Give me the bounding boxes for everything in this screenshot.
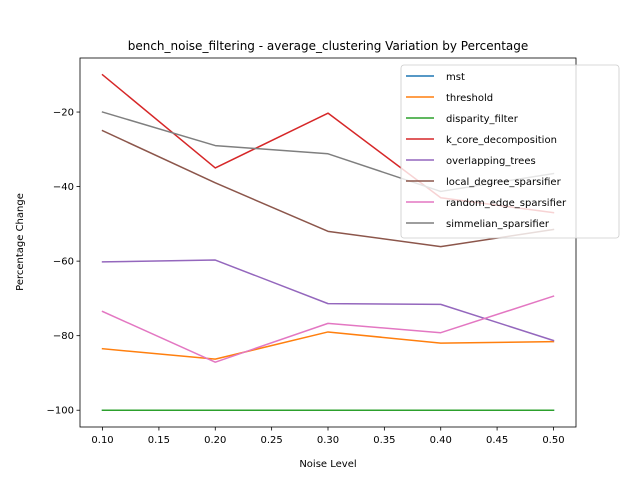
legend-label: k_core_decomposition	[446, 135, 557, 146]
legend-items: mst threshold disparity_filter k_core_decom…	[406, 72, 567, 230]
x-tick-label: 0.45	[486, 435, 508, 446]
series-line-overlapping-trees	[101, 259, 555, 342]
y-tick-label: −100	[47, 406, 74, 417]
x-tick-label: 0.30	[317, 435, 339, 446]
x-tick-label: 0.15	[148, 435, 170, 446]
series-line-local-degree-sparsifier	[101, 129, 555, 248]
legend-label: local_degree_sparsifier	[446, 177, 562, 188]
x-tick-label: 0.40	[430, 435, 452, 446]
legend-label: random_edge_sparsifier	[446, 198, 567, 209]
x-tick-label: 0.50	[542, 435, 564, 446]
x-tick-label: 0.10	[91, 435, 113, 446]
series-line-random-edge-sparsifier	[101, 295, 555, 363]
legend-label: threshold	[446, 93, 493, 104]
x-tick-label: 0.35	[373, 435, 395, 446]
legend-label: overlapping_trees	[446, 156, 536, 167]
legend-label: disparity_filter	[446, 114, 519, 125]
plot-area: 0.10 0.15 0.20 0.25 0.30 0.35 0.40 0.45 0.50 −10…	[47, 57, 577, 446]
y-axis-label: Percentage Change	[15, 193, 26, 291]
y-tick-label: −60	[53, 257, 74, 268]
legend-label: mst	[446, 72, 465, 83]
y-tick-label: −20	[53, 108, 74, 119]
series-layer	[101, 73, 555, 411]
legend: mst threshold disparity_filter k_core_decom…	[400, 64, 620, 239]
y-tick-label: −40	[53, 182, 74, 193]
x-tick-label: 0.20	[204, 435, 226, 446]
y-axis-ticks: −100 −80 −60 −40 −20	[47, 108, 80, 417]
series-line-threshold	[101, 331, 555, 360]
x-tick-label: 0.25	[261, 435, 283, 446]
legend-label: simmelian_sparsifier	[446, 219, 550, 230]
chart-title: bench_noise_filtering - average_clusteri…	[128, 39, 529, 53]
x-axis-label: Noise Level	[299, 459, 356, 470]
x-axis-ticks: 0.10 0.15 0.20 0.25 0.30 0.35 0.40 0.45 0.50	[91, 427, 565, 446]
y-tick-label: −80	[53, 331, 74, 342]
legend-box	[400, 64, 620, 239]
